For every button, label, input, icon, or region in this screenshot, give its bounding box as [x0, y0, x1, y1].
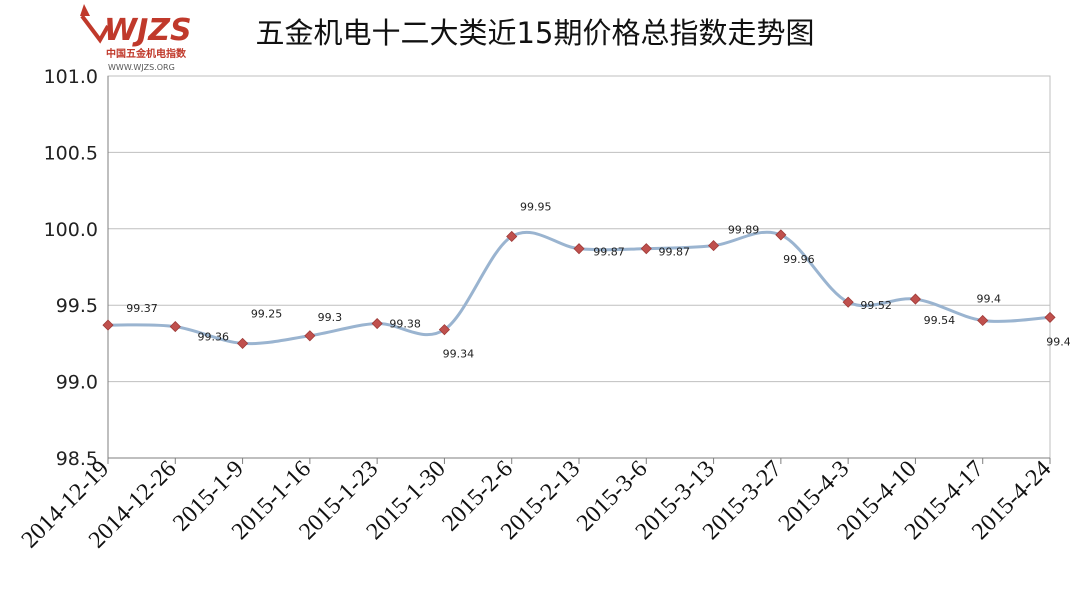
- data-point: [573, 243, 585, 255]
- data-point: [169, 321, 181, 333]
- data-label: 99.87: [593, 246, 625, 259]
- data-point: [237, 337, 249, 349]
- data-point: [775, 229, 787, 241]
- data-label: 99.42: [1046, 335, 1070, 348]
- data-label: 99.38: [389, 318, 421, 331]
- data-point: [506, 230, 518, 243]
- data-point: [371, 317, 383, 330]
- logo-url: WWW.WJZS.ORG: [108, 63, 175, 72]
- data-label: 99.37: [126, 302, 158, 315]
- data-point: [909, 293, 921, 305]
- data-label: 99.34: [443, 348, 475, 361]
- y-tick-label: 99.5: [56, 295, 98, 317]
- data-point: [1044, 311, 1056, 323]
- data-point: [842, 296, 854, 308]
- y-tick-label: 100.5: [44, 142, 98, 164]
- y-tick-label: 99.0: [56, 372, 98, 394]
- y-tick-label: 101.0: [44, 66, 98, 88]
- data-label: 99.4: [976, 292, 1001, 305]
- logo-subtitle: 中国五金机电指数: [106, 47, 187, 60]
- data-point: [977, 314, 989, 327]
- wjzs-logo: WJZS 中国五金机电指数 WWW.WJZS.ORG: [78, 0, 203, 75]
- data-point: [640, 243, 652, 255]
- data-label: 99.52: [860, 299, 892, 312]
- data-label: 99.87: [659, 246, 691, 259]
- data-label: 99.89: [728, 224, 760, 237]
- data-label: 99.36: [198, 331, 230, 344]
- data-label: 99.95: [520, 200, 552, 213]
- y-tick-label: 100.0: [44, 219, 98, 241]
- plot-area: [107, 75, 1051, 459]
- data-label: 99.25: [251, 307, 283, 320]
- chart-title: 五金机电十二大类近15期价格总指数走势图: [255, 16, 815, 50]
- data-label: 99.54: [924, 314, 956, 327]
- data-point: [102, 319, 114, 331]
- logo-wordmark: WJZS: [104, 13, 192, 48]
- data-label: 99.3: [318, 311, 343, 324]
- data-point: [304, 330, 316, 342]
- data-point: [438, 324, 450, 336]
- data-label: 99.96: [783, 253, 815, 266]
- data-point: [708, 240, 720, 252]
- y-tick-label: 98.5: [56, 448, 98, 470]
